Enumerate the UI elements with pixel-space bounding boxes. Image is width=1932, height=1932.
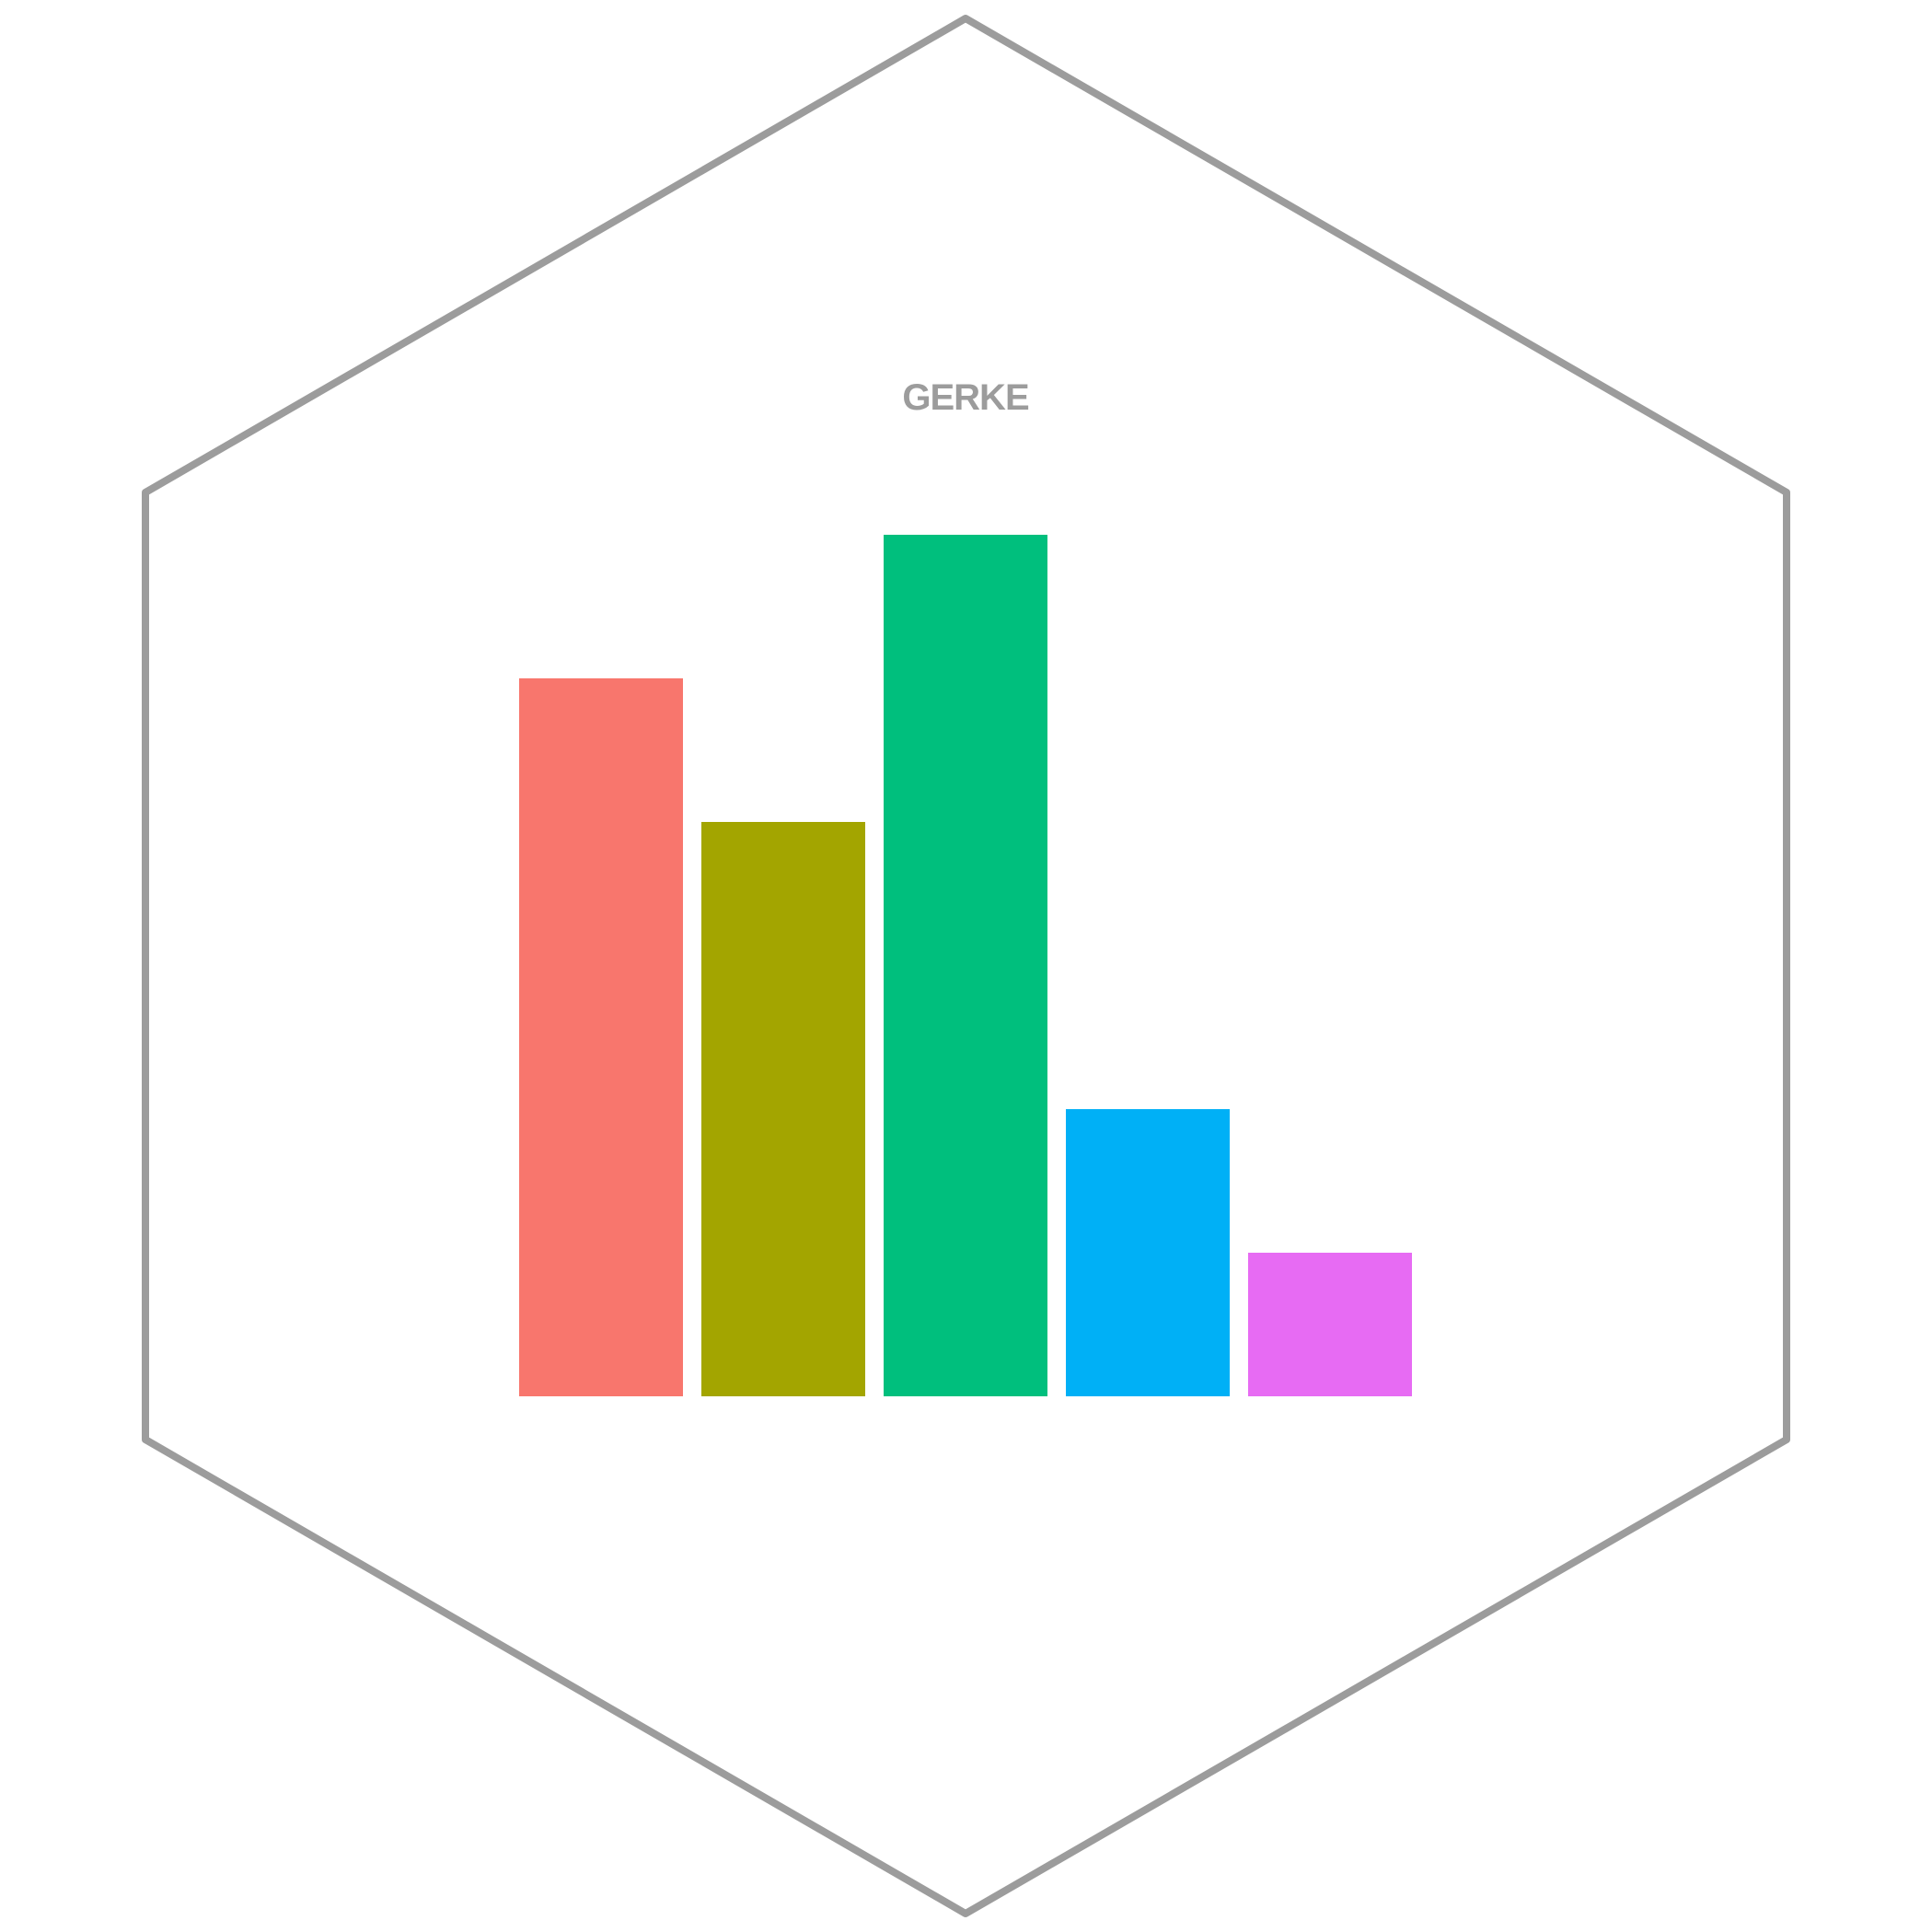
bar-1 [519, 678, 683, 1396]
bar-5 [1248, 1253, 1412, 1396]
logo-text: GERKE [902, 377, 1029, 418]
bar-3 [884, 535, 1047, 1396]
bar-2 [701, 822, 865, 1396]
hexagon-outline [142, 15, 1790, 1917]
bar-4 [1066, 1109, 1230, 1396]
bar-group [519, 535, 1412, 1396]
